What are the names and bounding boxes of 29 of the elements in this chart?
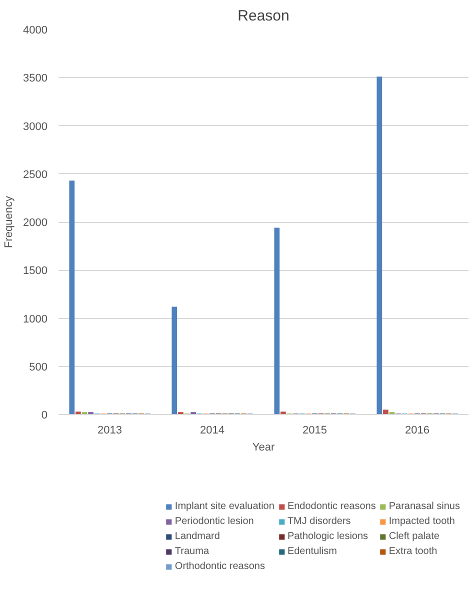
x-tick-label: 2014 — [200, 424, 224, 436]
y-tick-label: 500 — [29, 361, 48, 374]
legend-label: TMJ disorders — [287, 515, 351, 527]
y-tick-label: 1500 — [23, 265, 48, 278]
legend-label: Endodontic reasons — [287, 500, 376, 512]
y-tick-label: 0 — [41, 410, 48, 422]
legend-label: Trauma — [174, 545, 210, 557]
y-tick-label: 1000 — [23, 313, 48, 326]
legend-label: Extra tooth — [388, 545, 438, 557]
legend-label: Impacted tooth — [388, 515, 455, 527]
legend-label: Orthodontic reasons — [174, 560, 265, 572]
y-tick-label: 4000 — [23, 24, 48, 36]
legend-label: Landmard — [174, 530, 220, 542]
legend-label: Pathologic lesions — [287, 530, 368, 542]
legend-label: Paranasal sinus — [388, 500, 460, 512]
y-tick-label: 3000 — [23, 120, 48, 133]
legend-label: Periodontic lesion — [174, 515, 254, 527]
y-tick-label: 2000 — [23, 217, 48, 229]
legend-label: Edentulism — [287, 545, 337, 557]
x-tick-label: 2016 — [405, 424, 430, 436]
y-tick-label: 3500 — [23, 72, 48, 85]
legend-label: Implant site evaluation — [174, 500, 274, 512]
chart-title: Reason — [238, 8, 290, 24]
x-tick-label: 2015 — [302, 424, 327, 436]
y-axis-title: Frequency — [3, 196, 16, 248]
x-axis-title: Year — [252, 442, 275, 454]
x-tick-label: 2013 — [98, 424, 122, 436]
legend-label: Cleft palate — [388, 530, 440, 542]
y-tick-label: 2500 — [23, 168, 48, 181]
